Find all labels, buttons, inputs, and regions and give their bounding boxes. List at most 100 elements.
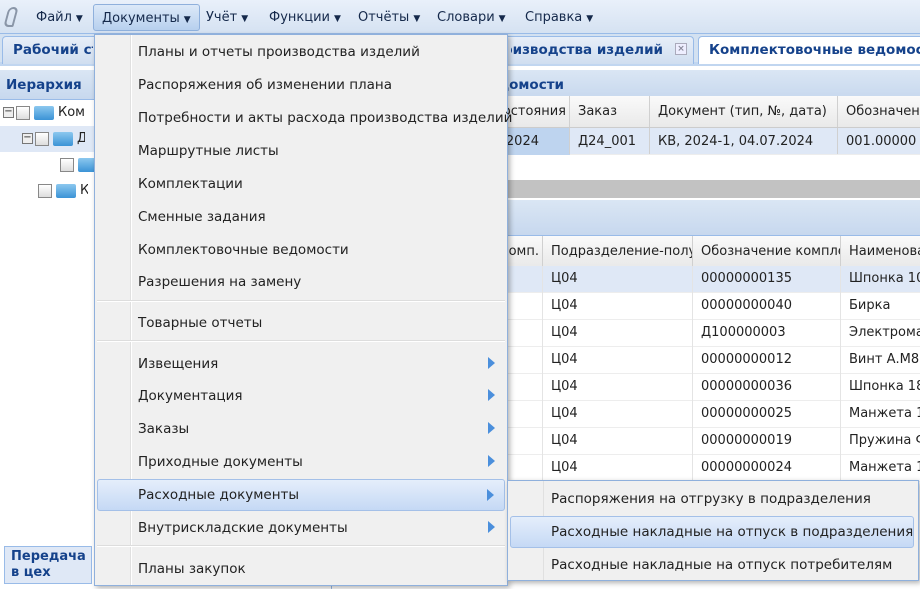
column-header[interactable]: Обозначение комплектующего — [693, 236, 841, 267]
checkbox[interactable] — [60, 157, 74, 172]
menu-label: Учёт — [206, 10, 238, 25]
menu-item[interactable]: Товарные отчеты — [97, 307, 505, 339]
cell-divider — [542, 266, 543, 293]
cell-divider — [542, 428, 543, 455]
caret-down-icon: ▼ — [183, 15, 191, 25]
collapse-icon[interactable]: − — [22, 132, 33, 144]
menu-item-label: Комплектации — [138, 176, 243, 192]
menu-item-label: Товарные отчеты — [138, 315, 263, 331]
menu-item-label: Распоряжения об изменении плана — [138, 77, 393, 93]
cell: 00000000019 — [701, 433, 792, 448]
submenu-item[interactable]: Расходные накладные на отпуск потребител… — [510, 549, 914, 581]
submenu-item[interactable]: Распоряжения на отгрузку в подразделения — [510, 483, 914, 515]
menu-item[interactable]: Приходные документы — [97, 446, 505, 478]
table-row[interactable]: Ц04 00000000012 Винт А.М8 — [334, 347, 920, 374]
cell: Шпонка 18 — [849, 379, 920, 394]
menu-item[interactable]: Распоряжения об изменении плана — [97, 69, 505, 101]
tab-kit-sheets[interactable]: Комплектовочные ведомости — [698, 36, 920, 64]
panel-title: Иерархия — [6, 77, 82, 93]
menu-item[interactable]: Заказы — [97, 413, 505, 445]
table-row[interactable]: Ц04 00000000019 Пружина Ф — [334, 428, 920, 455]
menu-item[interactable]: Маршрутные листы — [97, 135, 505, 167]
column-header[interactable]: Заказ — [570, 96, 650, 127]
caret-down-icon: ▼ — [586, 14, 594, 24]
column-header[interactable]: Кол-во комп. — [508, 236, 543, 267]
menu-file[interactable]: Файл ▼ — [28, 4, 91, 31]
node-label: Комплектовочные ведомости — [58, 105, 86, 120]
menu-item[interactable]: Комплектовочные ведомости — [97, 234, 505, 266]
caret-down-icon: ▼ — [413, 14, 421, 24]
menu-functions[interactable]: Функции ▼ — [261, 4, 349, 31]
menu-item-label: Планы и отчеты производства изделий — [138, 44, 420, 60]
table-row[interactable]: Ц04 00000000036 Шпонка 18 — [334, 374, 920, 401]
menu-label: Отчёты — [358, 10, 410, 25]
close-icon[interactable]: × — [675, 43, 687, 55]
column-header[interactable]: Документ (тип, №, дата) — [650, 96, 838, 127]
collapse-icon[interactable]: − — [3, 106, 14, 118]
cell: Ц04 — [551, 460, 578, 475]
menu-item[interactable]: Потребности и акты расхода производства … — [97, 102, 512, 134]
menu-item-label: Разрешения на замену — [138, 274, 302, 290]
checkbox[interactable] — [16, 105, 30, 120]
tree-node[interactable]: К — [0, 178, 330, 204]
menu-item-label: Заказы — [138, 421, 190, 437]
submenu-item[interactable]: Расходные накладные на отпуск в подразде… — [510, 516, 914, 548]
tree-node[interactable]: − Комплектовочные ведомости — [0, 100, 330, 126]
tab-label: Комплектовочные ведомости — [709, 42, 920, 58]
cell-divider — [692, 266, 693, 293]
submenu-arrow-icon — [488, 455, 495, 467]
table-row[interactable]: Ц04 Д100000003 Электрома — [334, 320, 920, 347]
menu-item-label: Сменные задания — [138, 209, 266, 225]
cell-divider — [840, 347, 841, 374]
cell: Д100000003 — [701, 325, 786, 340]
menu-item[interactable]: Расходные документы — [97, 479, 505, 511]
column-header[interactable]: Обозначение — [838, 96, 920, 127]
column-header[interactable]: Дата смены состояния — [508, 96, 570, 127]
table-row[interactable]: Ц04 00000000040 Бирка — [334, 293, 920, 320]
menu-accounting[interactable]: Учёт ▼ — [198, 4, 256, 31]
menu-label: Словари — [437, 10, 495, 25]
menu-dictionaries[interactable]: Словари ▼ — [429, 4, 514, 31]
checkbox[interactable] — [35, 131, 49, 146]
cell-divider — [692, 320, 693, 347]
menu-help[interactable]: Справка ▼ — [517, 4, 601, 31]
cell: Винт А.М8 — [849, 352, 920, 367]
caret-down-icon: ▼ — [241, 14, 249, 24]
column-header[interactable]: Наименование — [841, 236, 920, 267]
cell: Пружина Ф — [849, 433, 920, 448]
column-header[interactable]: Подразделение-получатель — [543, 236, 693, 267]
menu-item-label: Извещения — [138, 356, 219, 372]
cell: 00000000024 — [701, 460, 792, 475]
menu-item[interactable]: Сменные задания — [97, 201, 505, 233]
cell: Ц04 — [551, 433, 578, 448]
menu-item-label: Приходные документы — [138, 454, 303, 470]
menu-item[interactable]: Разрешения на замену — [97, 266, 505, 298]
menu-item[interactable]: Внутрискладские документы — [97, 512, 505, 544]
cell: Ц04 — [551, 298, 578, 313]
menu-label: Документы — [102, 11, 180, 26]
table-row[interactable]: Ц04 00000000025 Манжета 1 — [334, 401, 920, 428]
cell-divider — [542, 347, 543, 374]
transfer-to-shop-button[interactable]: Передача в цех — [4, 546, 92, 584]
menu-item[interactable]: Комплектации — [97, 168, 505, 200]
cell: 001.00000 — [838, 128, 920, 154]
node-label: Д — [77, 131, 85, 146]
cell-divider — [542, 374, 543, 401]
caret-down-icon: ▼ — [333, 14, 341, 24]
cell-divider — [692, 293, 693, 320]
cell: Ц04 — [551, 271, 578, 286]
cell-divider — [840, 428, 841, 455]
menu-reports[interactable]: Отчёты ▼ — [350, 4, 428, 31]
menu-item[interactable]: Планы закупок — [97, 553, 505, 585]
menu-item[interactable]: Планы и отчеты производства изделий — [97, 36, 505, 68]
menu-item[interactable]: Извещения — [97, 348, 505, 380]
menu-documents[interactable]: Документы ▼ — [93, 4, 200, 31]
caret-down-icon: ▼ — [498, 14, 506, 24]
menu-item[interactable]: Документация — [97, 380, 505, 412]
cell-divider — [692, 347, 693, 374]
outgoing-documents-submenu: Распоряжения на отгрузку в подразделения… — [507, 480, 919, 581]
tree-node[interactable] — [0, 152, 330, 178]
checkbox[interactable] — [38, 183, 52, 198]
menu-item-label: Распоряжения на отгрузку в подразделения — [551, 491, 871, 507]
cell-divider — [840, 455, 841, 482]
